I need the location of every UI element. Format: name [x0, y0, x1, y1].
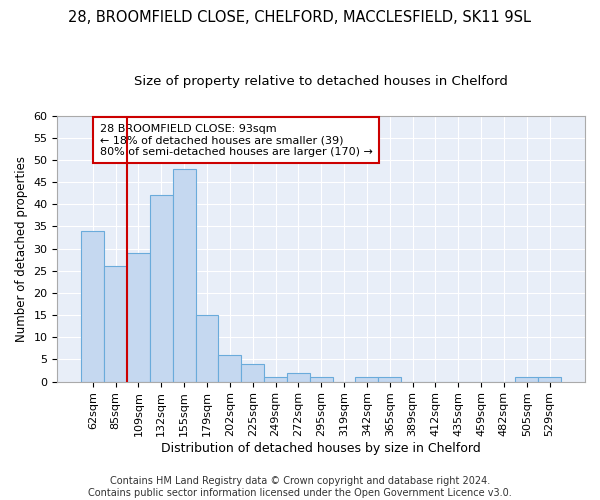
- Bar: [104, 266, 127, 382]
- Bar: [310, 377, 332, 382]
- Bar: [379, 377, 401, 382]
- Bar: [355, 377, 379, 382]
- Bar: [82, 231, 104, 382]
- X-axis label: Distribution of detached houses by size in Chelford: Distribution of detached houses by size …: [161, 442, 481, 455]
- Bar: [515, 377, 538, 382]
- Bar: [218, 355, 241, 382]
- Bar: [241, 364, 264, 382]
- Text: Contains HM Land Registry data © Crown copyright and database right 2024.
Contai: Contains HM Land Registry data © Crown c…: [88, 476, 512, 498]
- Bar: [173, 169, 196, 382]
- Bar: [287, 372, 310, 382]
- Text: 28, BROOMFIELD CLOSE, CHELFORD, MACCLESFIELD, SK11 9SL: 28, BROOMFIELD CLOSE, CHELFORD, MACCLESF…: [68, 10, 532, 25]
- Bar: [127, 253, 150, 382]
- Bar: [264, 377, 287, 382]
- Title: Size of property relative to detached houses in Chelford: Size of property relative to detached ho…: [134, 75, 508, 88]
- Bar: [196, 315, 218, 382]
- Y-axis label: Number of detached properties: Number of detached properties: [15, 156, 28, 342]
- Bar: [538, 377, 561, 382]
- Bar: [150, 196, 173, 382]
- Text: 28 BROOMFIELD CLOSE: 93sqm
← 18% of detached houses are smaller (39)
80% of semi: 28 BROOMFIELD CLOSE: 93sqm ← 18% of deta…: [100, 124, 373, 156]
